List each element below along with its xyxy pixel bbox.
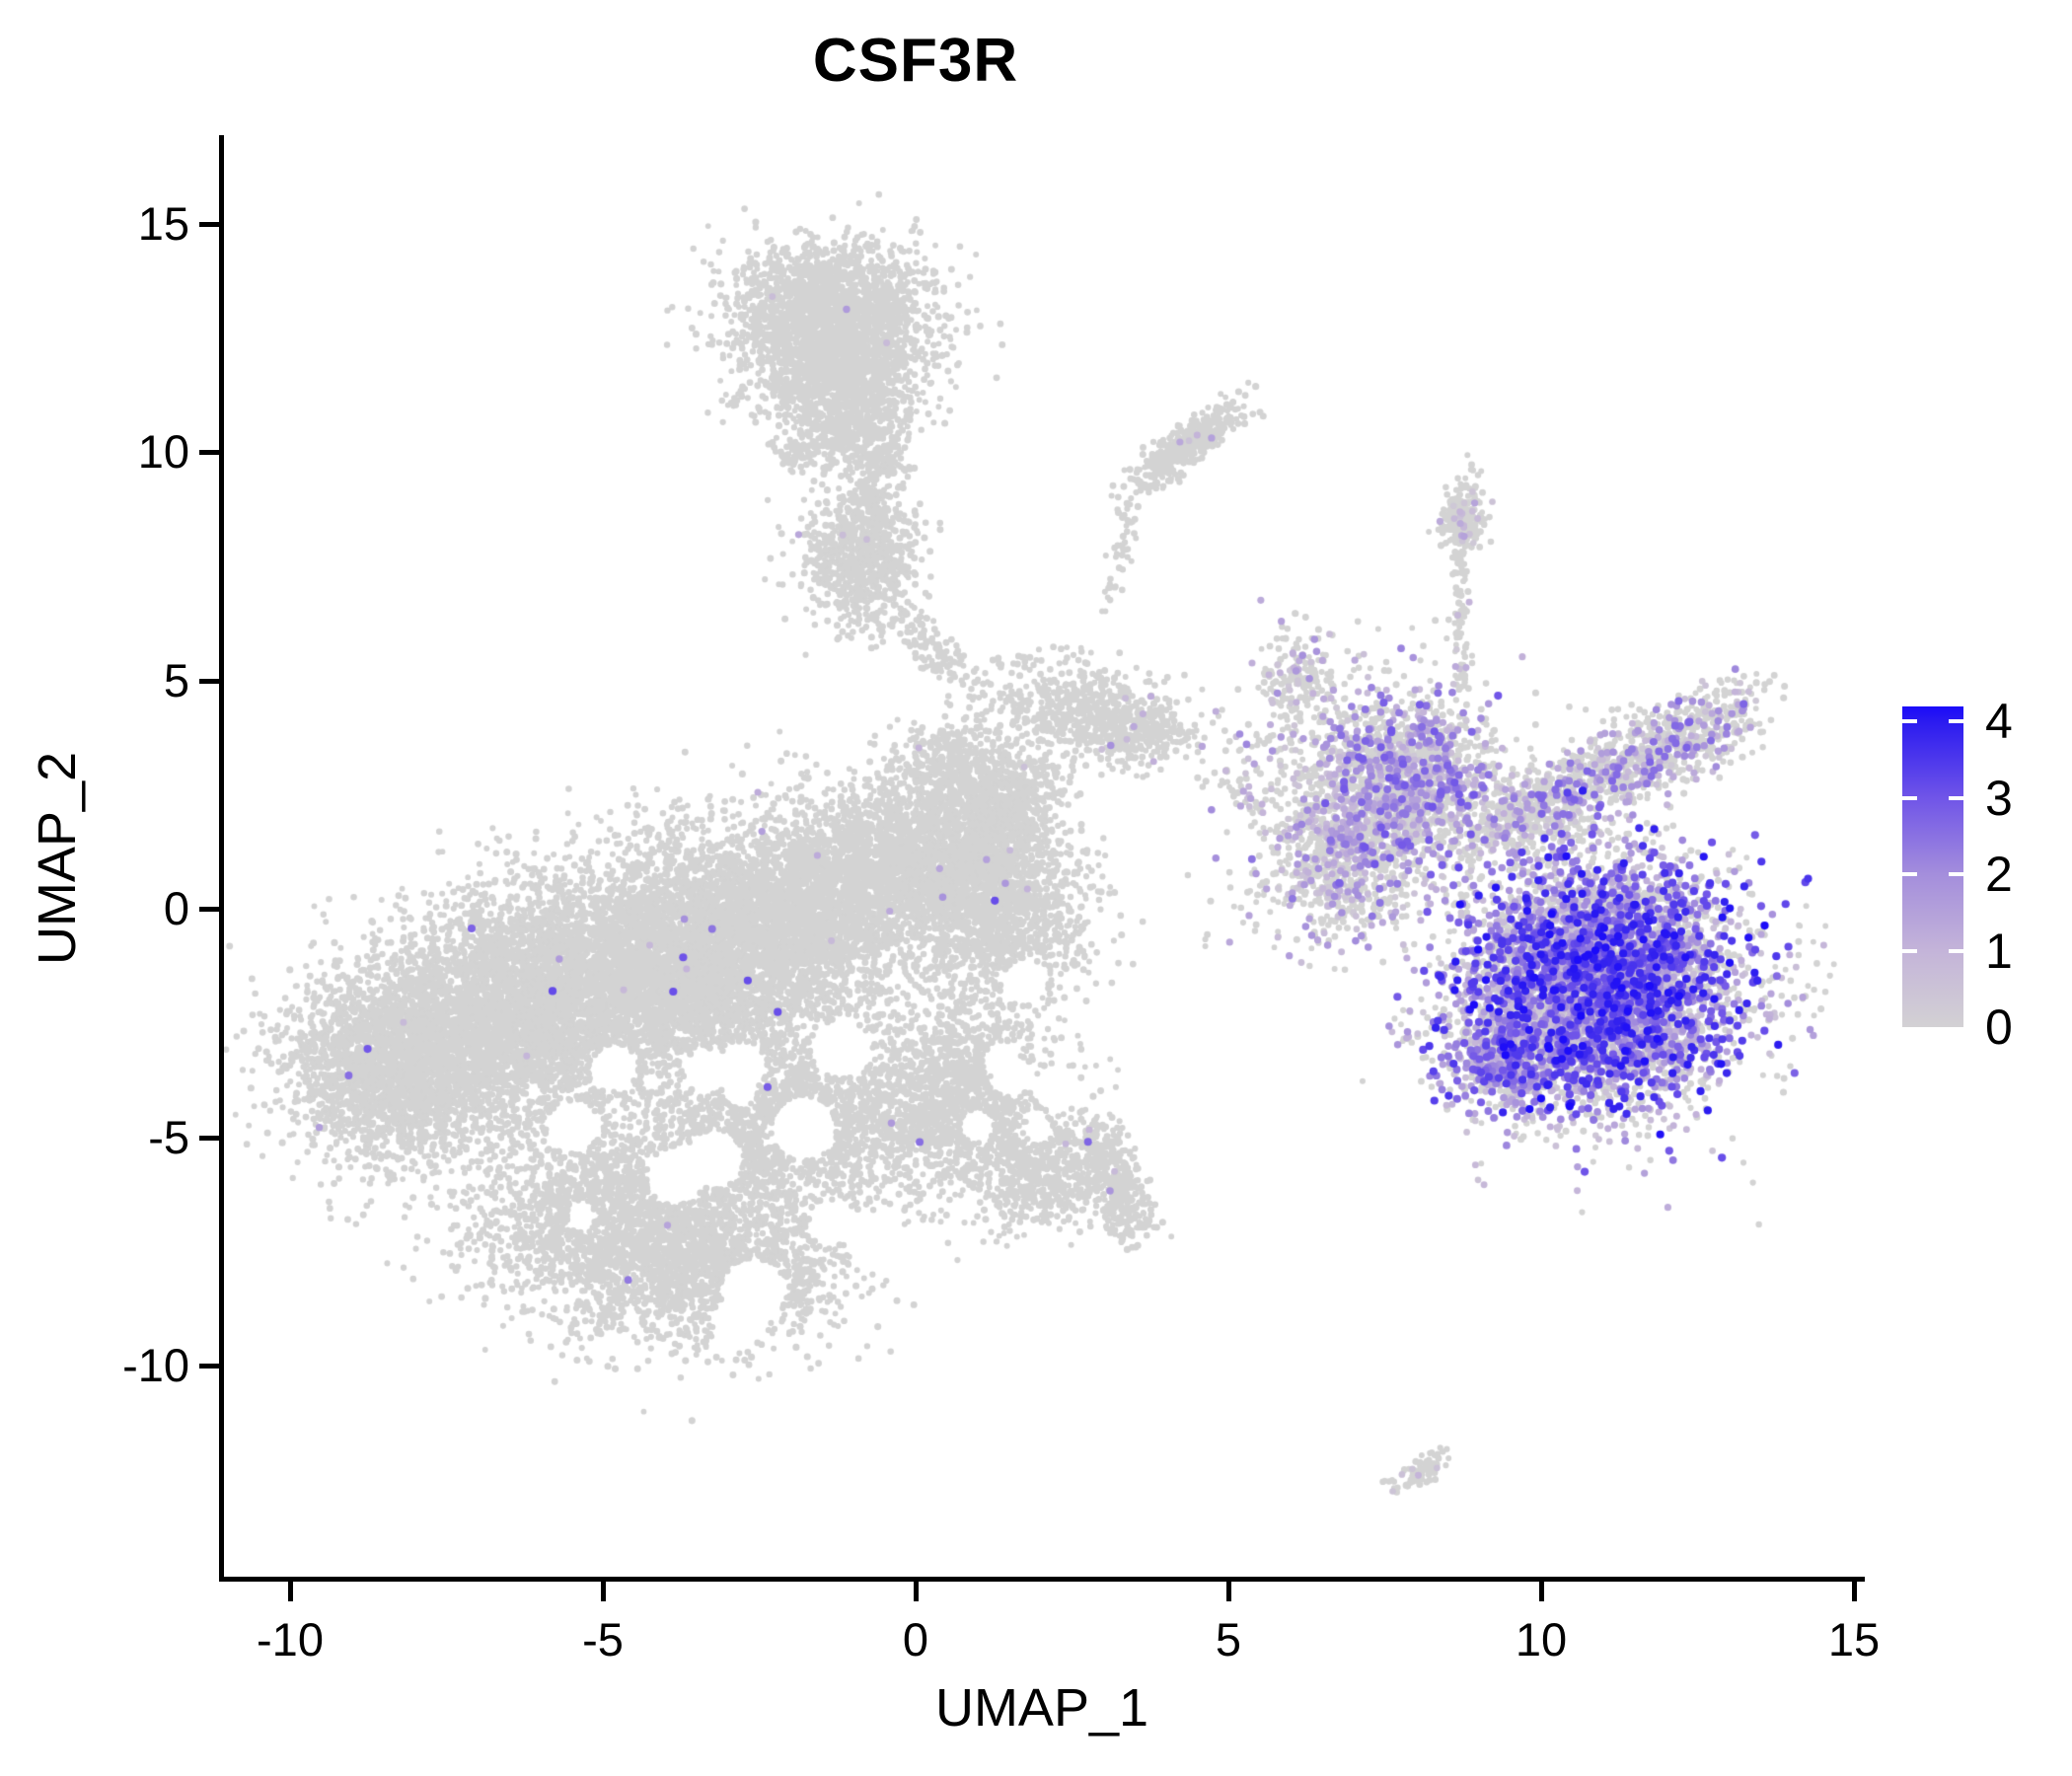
colorbar-tick-label: 3 [1985, 770, 2013, 826]
x-tick-mark [914, 1582, 919, 1601]
colorbar-tick-notch [1949, 719, 1963, 724]
colorbar-tick-label: 4 [1985, 694, 2013, 750]
y-tick-mark [199, 450, 219, 455]
y-tick-mark [199, 907, 219, 912]
x-tick-mark [1226, 1582, 1231, 1601]
y-tick-label: 10 [137, 425, 189, 478]
colorbar-tick-notch [1949, 948, 1963, 953]
x-tick-label: 5 [1215, 1613, 1242, 1665]
plot-panel [219, 135, 1865, 1582]
x-tick-label: 15 [1827, 1613, 1881, 1665]
y-tick-mark [199, 678, 219, 684]
colorbar-tick-notch [1949, 872, 1963, 877]
x-tick-mark [601, 1582, 606, 1601]
x-tick-label: 10 [1515, 1613, 1568, 1665]
y-tick-mark [199, 221, 219, 227]
y-tick-label: -10 [122, 1339, 189, 1391]
x-tick-label: -5 [582, 1613, 624, 1665]
expression-colorbar-legend [1902, 706, 1963, 1027]
x-tick-mark [288, 1582, 293, 1601]
colorbar-tick-notch [1902, 872, 1917, 877]
colorbar-tick-label: 0 [1985, 999, 2013, 1055]
x-tick-label: -10 [257, 1613, 324, 1665]
colorbar-tick-notch [1949, 795, 1963, 800]
y-tick-label: 5 [163, 653, 189, 706]
colorbar-tick-notch [1902, 719, 1917, 724]
page-title: CSF3R [812, 27, 1019, 95]
y-tick-label: 15 [137, 196, 189, 250]
x-axis-title: UMAP_1 [934, 1678, 1149, 1738]
y-tick-mark [199, 1364, 219, 1369]
y-tick-label: -5 [148, 1110, 189, 1163]
colorbar-tick-notch [1902, 948, 1917, 953]
colorbar-tick-notch [1902, 795, 1917, 800]
colorbar-tick-label: 1 [1985, 923, 2013, 979]
colorbar-tick-label: 2 [1985, 847, 2013, 903]
colorbar-gradient [1902, 706, 1963, 1027]
y-tick-mark [199, 1135, 219, 1141]
x-tick-mark [1852, 1582, 1857, 1601]
x-tick-label: 0 [902, 1613, 929, 1665]
x-tick-mark [1539, 1582, 1544, 1601]
y-tick-label: 0 [163, 882, 189, 934]
